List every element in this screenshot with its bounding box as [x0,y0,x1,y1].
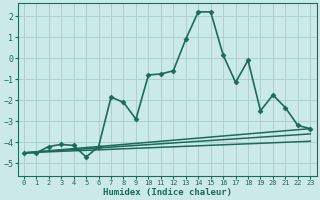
X-axis label: Humidex (Indice chaleur): Humidex (Indice chaleur) [103,188,232,197]
